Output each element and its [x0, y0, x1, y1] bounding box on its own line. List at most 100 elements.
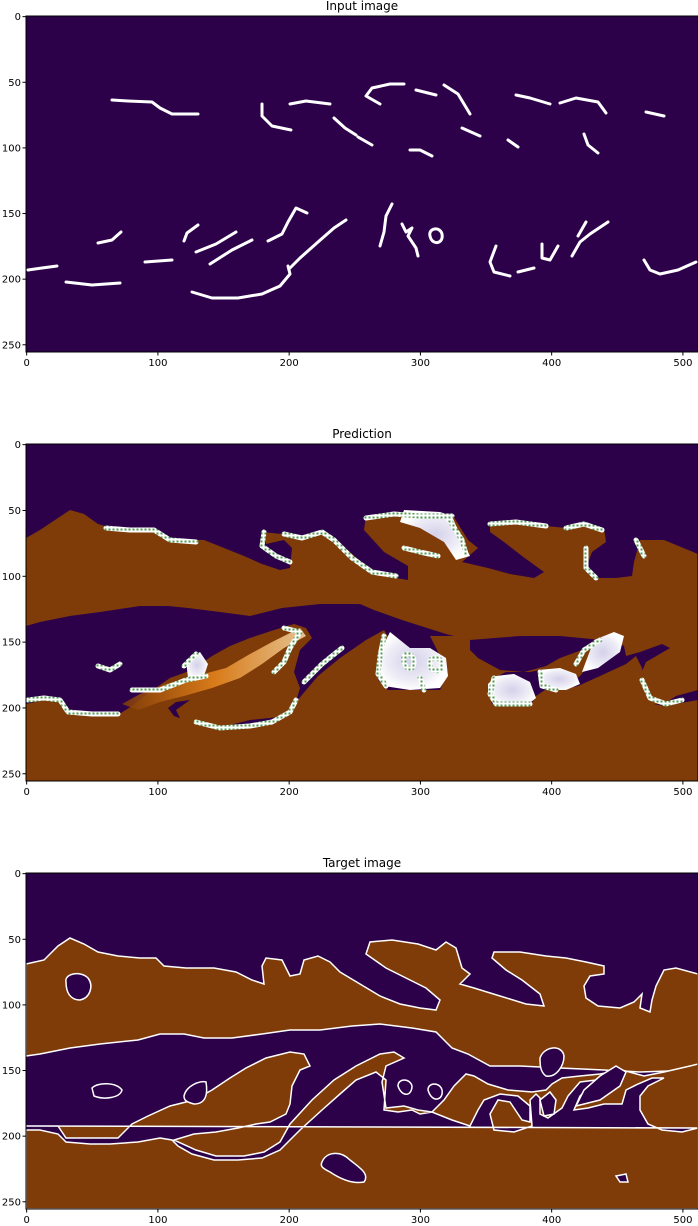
x-tick-group: 0 100 200 300 400 500 — [23, 352, 692, 369]
x-tick-label: 400 — [542, 358, 561, 369]
y-tick-label: 200 — [2, 1132, 21, 1143]
boundary — [25, 695, 121, 717]
panel-title: Target image — [322, 856, 401, 870]
y-tick-group: 0 50 100 150 200 250 — [2, 12, 26, 351]
hole-region — [320, 1152, 367, 1184]
stroke — [96, 230, 123, 245]
stroke — [488, 244, 512, 278]
y-tick-label: 0 — [15, 869, 21, 880]
y-tick-label: 250 — [2, 1197, 21, 1208]
axes-frame — [25, 15, 698, 353]
upper-region — [25, 937, 698, 1073]
stroke — [442, 83, 472, 116]
y-tick-label: 0 — [15, 12, 21, 23]
target-holes — [65, 972, 629, 1184]
y-tick-label: 150 — [2, 638, 21, 649]
axes-frame — [25, 443, 698, 782]
panel-title: Prediction — [332, 427, 392, 441]
boundary — [427, 655, 445, 674]
boundary — [301, 645, 345, 685]
stroke — [364, 82, 406, 106]
boundary — [445, 515, 469, 557]
uncertain-blob — [488, 674, 536, 706]
panel-title: Input image — [326, 0, 398, 13]
boundary — [487, 519, 549, 529]
x-tick-label: 500 — [673, 358, 692, 369]
stroke — [414, 88, 438, 97]
y-tick-label: 150 — [2, 1066, 21, 1077]
stroke — [208, 238, 254, 266]
y-tick-label: 50 — [8, 78, 21, 89]
y-tick-label: 150 — [2, 209, 21, 220]
x-tick-label: 500 — [673, 1215, 692, 1226]
x-tick-label: 500 — [673, 787, 692, 798]
input-strokes — [26, 82, 698, 300]
stroke — [558, 96, 608, 115]
x-tick-group: 0 100 200 300 400 500 — [23, 781, 692, 798]
boundary — [103, 525, 199, 545]
boundary — [375, 633, 389, 689]
hole-region — [65, 972, 92, 1001]
stroke — [582, 132, 600, 155]
hole-region — [574, 1065, 627, 1108]
stroke — [266, 206, 309, 243]
stroke — [260, 102, 293, 132]
y-tick-label: 50 — [8, 506, 21, 517]
boundary — [417, 675, 427, 693]
hole-region — [614, 1173, 629, 1183]
stroke — [26, 264, 59, 272]
stroke — [506, 138, 520, 149]
x-tick-group: 0 100 200 300 400 500 — [23, 1209, 692, 1226]
x-tick-label: 0 — [23, 358, 29, 369]
stroke — [516, 266, 536, 274]
lower-region — [26, 624, 698, 781]
y-tick-group: 0 50 100 150 200 250 — [2, 869, 26, 1208]
stroke — [642, 258, 698, 276]
stroke — [288, 99, 332, 106]
x-tick-label: 100 — [148, 787, 167, 798]
x-tick-label: 200 — [280, 358, 299, 369]
hole-region — [539, 1090, 557, 1117]
boundary — [181, 651, 199, 669]
x-tick-label: 200 — [280, 1215, 299, 1226]
hole-region — [183, 1080, 208, 1105]
boundary — [583, 545, 599, 581]
boundary — [401, 651, 417, 671]
prediction-panel: Prediction — [2, 427, 698, 798]
boundary — [633, 537, 647, 559]
y-tick-label: 250 — [2, 769, 21, 780]
stroke — [356, 135, 374, 147]
stroke — [408, 148, 434, 158]
y-tick-label: 0 — [15, 440, 21, 451]
lower-region — [25, 1051, 698, 1210]
hole-region — [539, 1047, 565, 1077]
y-tick-label: 100 — [2, 143, 21, 154]
stroke — [143, 258, 174, 264]
x-tick-label: 100 — [148, 358, 167, 369]
x-tick-label: 200 — [280, 787, 299, 798]
x-tick-label: 300 — [411, 787, 430, 798]
boundary — [537, 669, 559, 693]
y-tick-group: 0 50 100 150 200 250 — [2, 440, 26, 780]
stroke — [288, 218, 348, 270]
stroke — [190, 264, 292, 300]
boundary — [95, 661, 123, 673]
stroke — [428, 227, 444, 244]
x-tick-label: 100 — [148, 1215, 167, 1226]
image-area — [26, 16, 698, 352]
boundary — [259, 529, 293, 565]
hole-region — [397, 1079, 413, 1095]
x-tick-label: 300 — [411, 358, 430, 369]
target-image-panel: Target image 0 100 200 300 400 500 0 50 100 150 2… — [2, 856, 698, 1226]
y-tick-label: 200 — [2, 275, 21, 286]
x-tick-label: 0 — [23, 1215, 29, 1226]
boundary — [639, 677, 685, 707]
stroke — [570, 220, 610, 258]
input-image-panel: Input image — [2, 0, 698, 369]
stroke — [514, 93, 552, 106]
stroke — [644, 110, 666, 118]
boundary — [193, 697, 299, 731]
hatched-boundaries — [25, 511, 685, 731]
stroke — [540, 242, 560, 262]
